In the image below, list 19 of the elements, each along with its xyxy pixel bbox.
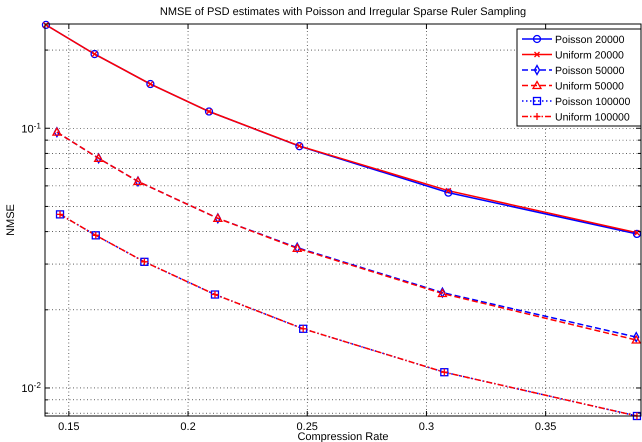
- y-axis-title: NMSE: [5, 204, 17, 236]
- legend-label: Uniform 20000: [555, 50, 624, 62]
- legend-label: Poisson 100000: [555, 96, 630, 108]
- point: [632, 230, 642, 238]
- x-tick-label: 0.2: [180, 421, 196, 433]
- x-tick-label: 0.25: [296, 421, 318, 433]
- x-tick-label: 0.35: [534, 421, 556, 433]
- y-tick-label: 10$^{-1}$: [21, 120, 42, 136]
- y-tick-label: 10$^{-2}$: [21, 380, 42, 395]
- legend-label: Poisson 50000: [555, 65, 625, 77]
- legend-label: Uniform 100000: [555, 112, 630, 124]
- x-tick-label: 0.3: [418, 421, 434, 433]
- x-tick-label: 0.15: [58, 421, 80, 433]
- legend-label: Uniform 50000: [555, 80, 624, 92]
- chart-title: NMSE of PSD estimates with Poisson and Irregular Sparse Ruler Sampling: [160, 6, 526, 18]
- x-axis-title: Compression Rate: [297, 431, 389, 442]
- legend-label: Poisson 20000: [555, 34, 625, 46]
- point: [632, 335, 641, 344]
- point: [444, 188, 453, 197]
